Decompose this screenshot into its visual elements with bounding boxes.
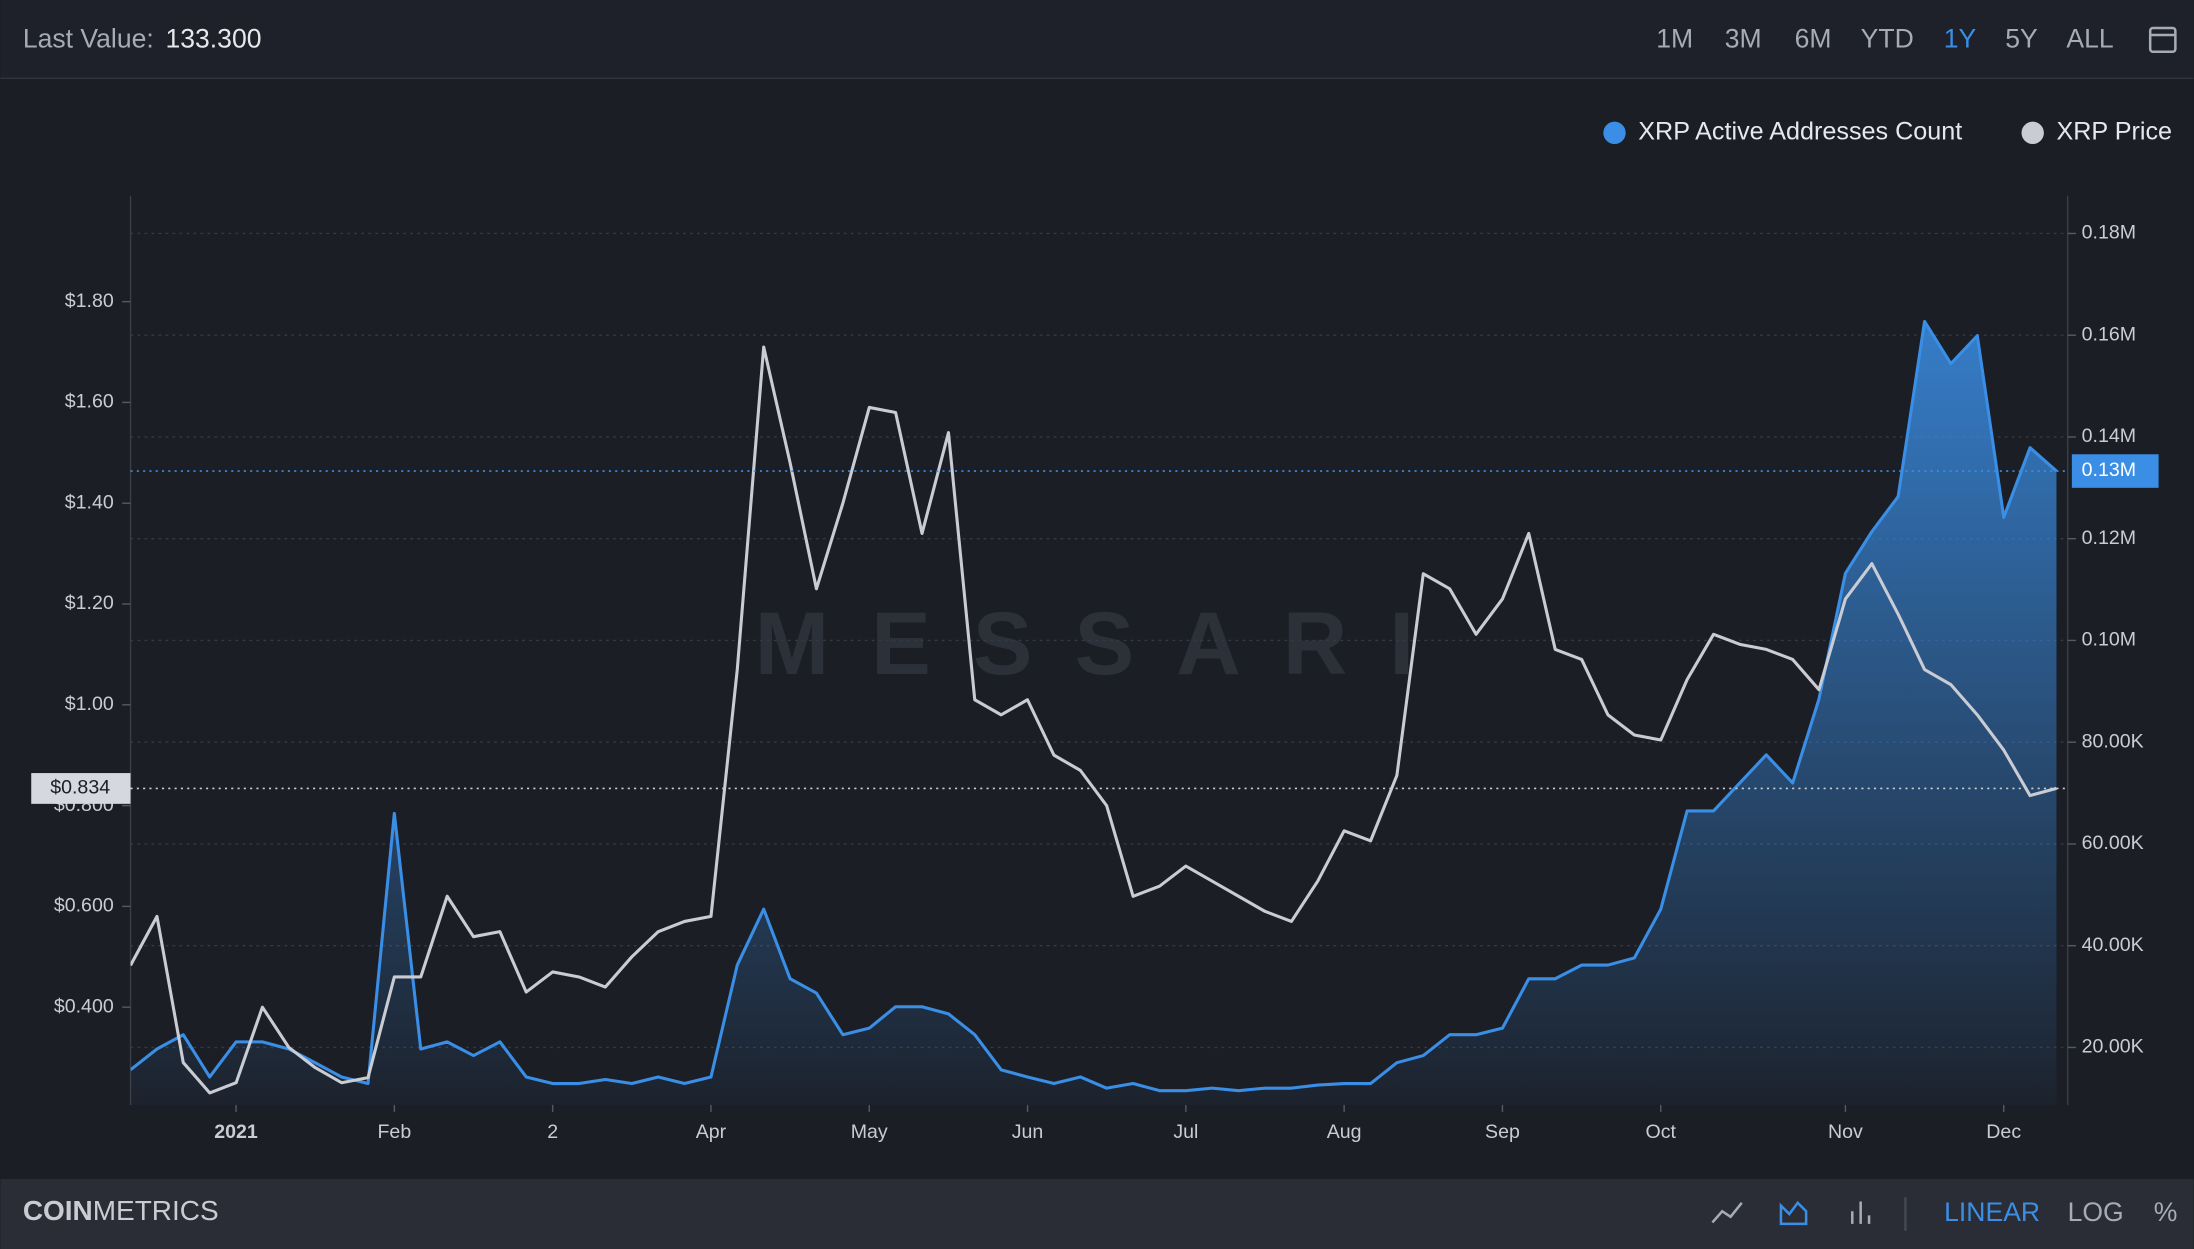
calendar-frame xyxy=(2148,26,2177,54)
x-tick-label: Aug xyxy=(1327,1121,1362,1143)
y2-tick-label: 0.14M xyxy=(2082,425,2136,447)
line-icon[interactable] xyxy=(1711,1202,1743,1224)
range-button[interactable]: YTD xyxy=(1861,24,1914,54)
x-tick-label: Dec xyxy=(1986,1121,2021,1143)
legend-swatch xyxy=(2021,121,2044,145)
y2-tick-label: 0.10M xyxy=(2082,629,2136,651)
legend-swatch xyxy=(1603,121,1626,145)
range-button[interactable]: 6M xyxy=(1795,24,1832,54)
scale-button[interactable]: LINEAR xyxy=(1944,1197,2040,1227)
area-icon[interactable] xyxy=(1779,1200,1808,1226)
brand-rest: METRICS xyxy=(93,1195,219,1226)
range-button[interactable]: 3M xyxy=(1725,24,1762,54)
scale-button[interactable]: % xyxy=(2154,1197,2178,1227)
y2-tick-label: 0.12M xyxy=(2082,527,2136,549)
line xyxy=(130,319,2058,1093)
y2-tick-label: 20.00K xyxy=(2082,1036,2144,1058)
x-tick-label: Sep xyxy=(1485,1121,1520,1143)
x-tick-label: Jun xyxy=(1012,1121,1044,1143)
x-tick-label: Oct xyxy=(1646,1121,1677,1143)
range-button[interactable]: 5Y xyxy=(2005,24,2038,54)
x-tick-label: Jul xyxy=(1173,1121,1198,1143)
legend-label[interactable]: XRP Price xyxy=(2056,118,2172,146)
last-value-badge xyxy=(31,773,131,804)
x-tick-label: 2 xyxy=(547,1121,558,1143)
watermark: MESSARI xyxy=(755,593,1457,693)
x-tick-label: May xyxy=(851,1121,888,1143)
y2-tick-label: 0.18M xyxy=(2082,222,2136,244)
last-value-badge xyxy=(2071,454,2159,488)
footer-bar xyxy=(0,1179,2194,1249)
area xyxy=(130,321,2057,1105)
range-button[interactable]: 1Y xyxy=(1944,24,1977,54)
last-value-badge-label: 0.13M xyxy=(2082,459,2136,481)
calendar-icon[interactable] xyxy=(2148,26,2177,54)
last-value-label: Last Value: xyxy=(23,24,154,54)
x-tick-label: Apr xyxy=(696,1121,727,1143)
y-tick-label: $0.400 xyxy=(54,995,114,1017)
chart-type-icons xyxy=(1711,1197,1907,1231)
legend-label[interactable]: XRP Active Addresses Count xyxy=(1638,118,1962,146)
y-tick-label: $1.60 xyxy=(65,391,114,413)
y-tick-label: $1.00 xyxy=(65,693,114,715)
y-tick-label: $1.80 xyxy=(65,290,114,312)
last-value: 133.300 xyxy=(165,24,261,54)
x-tick-label: Feb xyxy=(377,1121,411,1143)
x-tick-label: 2021 xyxy=(214,1121,258,1143)
y-tick-label: $1.40 xyxy=(65,491,114,513)
y-tick-label: $1.20 xyxy=(65,592,114,614)
y2-tick-label: 80.00K xyxy=(2082,730,2144,752)
y2-tick-label: 60.00K xyxy=(2082,832,2144,854)
y2-tick-label: 0.16M xyxy=(2082,323,2136,345)
y2-tick-label: 40.00K xyxy=(2082,934,2144,956)
last-value-badge-label: $0.834 xyxy=(50,777,110,799)
y-tick-label: $0.600 xyxy=(54,895,114,917)
bar-icon[interactable] xyxy=(1851,1201,1871,1224)
brand-bold: COIN xyxy=(23,1195,93,1226)
range-button[interactable]: ALL xyxy=(2066,24,2113,54)
top-bar xyxy=(0,0,2194,79)
scale-button[interactable]: LOG xyxy=(2068,1197,2124,1227)
range-button[interactable]: 1M xyxy=(1656,24,1693,54)
x-tick-label: Nov xyxy=(1828,1121,1863,1143)
